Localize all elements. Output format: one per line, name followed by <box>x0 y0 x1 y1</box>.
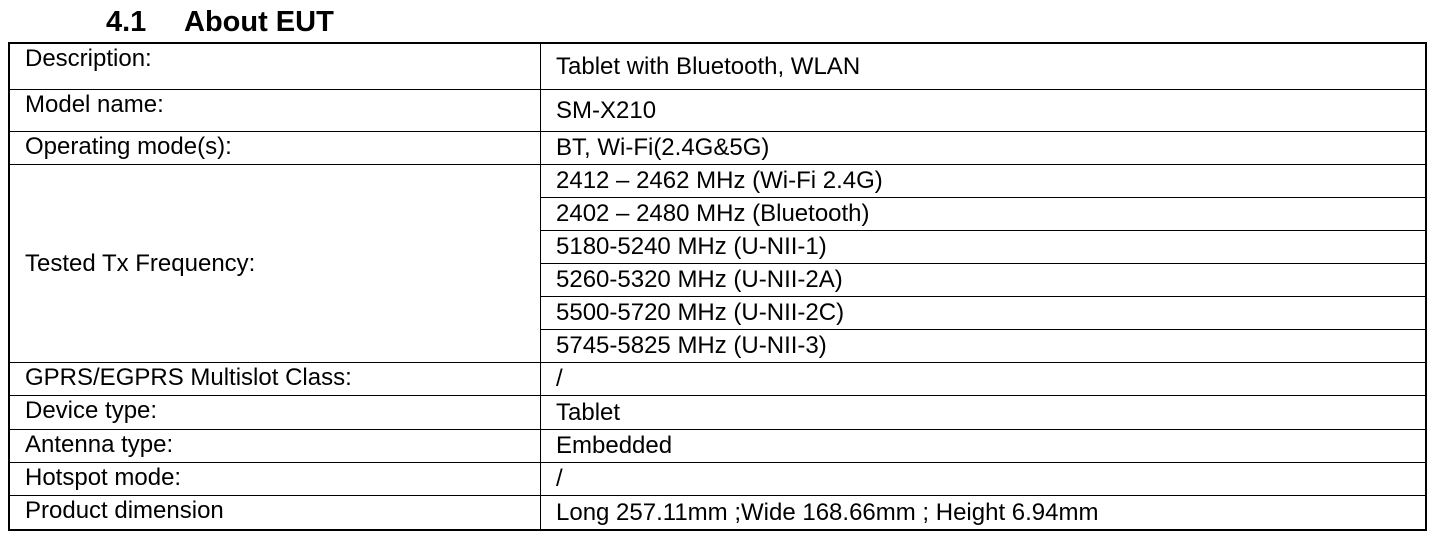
section-heading: 4.1 About EUT <box>106 6 334 39</box>
row-value: SM-X210 <box>540 89 1427 132</box>
row-label: Hotspot mode: <box>8 462 541 496</box>
row-value: 5745-5825 MHz (U-NII-3) <box>540 329 1427 363</box>
eut-table: Description: Tablet with Bluetooth, WLAN M… <box>8 42 1427 531</box>
row-value: Tablet with Bluetooth, WLAN <box>540 42 1427 90</box>
row-value: 5260-5320 MHz (U-NII-2A) <box>540 263 1427 297</box>
row-label: Operating mode(s): <box>8 131 541 165</box>
section-title: About EUT <box>184 6 334 38</box>
row-value: 5180-5240 MHz (U-NII-1) <box>540 230 1427 264</box>
table-row: Description: Tablet with Bluetooth, WLAN <box>8 42 1427 90</box>
row-value: BT, Wi-Fi(2.4G&5G) <box>540 131 1427 165</box>
table-row: Device type: Tablet <box>8 395 1427 430</box>
row-value: 5500-5720 MHz (U-NII-2C) <box>540 296 1427 330</box>
row-label: Description: <box>8 42 541 90</box>
section-number: 4.1 <box>106 6 147 38</box>
row-label: Tested Tx Frequency: <box>8 164 541 363</box>
row-label: Antenna type: <box>8 429 541 463</box>
table-row: Product dimension Long 257.11mm ;Wide 168… <box>8 495 1427 531</box>
row-value: / <box>540 462 1427 496</box>
row-value: Embedded <box>540 429 1427 463</box>
row-value: Long 257.11mm ;Wide 168.66mm ; Height 6.… <box>540 495 1427 531</box>
table-row: GPRS/EGPRS Multislot Class: / <box>8 362 1427 396</box>
row-value: / <box>540 362 1427 396</box>
row-value: Tablet <box>540 395 1427 430</box>
row-label: Product dimension <box>8 495 541 531</box>
table-row: Tested Tx Frequency: 2412 – 2462 MHz (Wi-… <box>8 164 1427 363</box>
table-row: 5180-5240 MHz (U-NII-1) <box>9 230 1427 264</box>
table-row: Model name: SM-X210 <box>8 89 1427 132</box>
table-row: 5260-5320 MHz (U-NII-2A) <box>9 263 1427 297</box>
table-row: Hotspot mode: / <box>8 462 1427 496</box>
row-label: GPRS/EGPRS Multislot Class: <box>8 362 541 396</box>
row-value: 2402 – 2480 MHz (Bluetooth) <box>540 197 1427 231</box>
row-value: 2412 – 2462 MHz (Wi-Fi 2.4G) <box>540 164 1427 198</box>
table-row: Antenna type: Embedded <box>8 429 1427 463</box>
row-label: Device type: <box>8 395 541 430</box>
table-row: 2402 – 2480 MHz (Bluetooth) <box>9 197 1427 231</box>
row-label: Model name: <box>8 89 541 132</box>
table-row: Operating mode(s): BT, Wi-Fi(2.4G&5G) <box>8 131 1427 165</box>
